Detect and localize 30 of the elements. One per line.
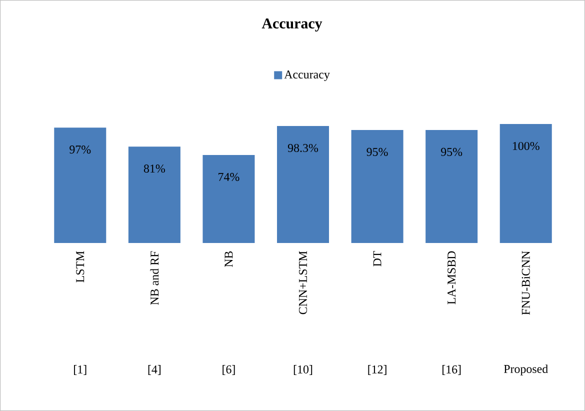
text: Proposed (504, 364, 548, 376)
data-label: 74% (218, 172, 240, 181)
x-tick-label: LA-MSBD (448, 251, 456, 304)
data-label: 81% (144, 164, 165, 173)
bar (128, 146, 180, 243)
x-tick-label: LSTM (76, 251, 84, 282)
legend-label: Accuracy (284, 70, 330, 81)
data-label: 95% (441, 148, 462, 156)
bar (426, 130, 478, 243)
data-label: 97% (70, 146, 91, 154)
bar (54, 128, 106, 243)
bar (202, 154, 255, 243)
x-tick-label: CNN+LSTM (298, 251, 308, 314)
x-tick-label: NB (224, 251, 233, 268)
bar (277, 126, 329, 243)
data-label: 100% (512, 142, 540, 150)
data-label: 98.3% (288, 144, 318, 152)
text: [10] (294, 365, 312, 375)
bar (500, 124, 552, 243)
text: [12] (368, 365, 386, 375)
data-label: 95% (366, 148, 388, 156)
text: [6] (222, 365, 235, 375)
chart-title: Accuracy (262, 18, 322, 32)
x-tick-label: NB and RF (150, 251, 159, 305)
text: [1] (74, 365, 86, 375)
x-tick-label: FNU-BiCNN (522, 251, 530, 315)
x-tick-label: DT (373, 250, 382, 266)
text: [16] (442, 365, 461, 375)
bar (351, 130, 404, 243)
text: [4] (148, 365, 161, 375)
